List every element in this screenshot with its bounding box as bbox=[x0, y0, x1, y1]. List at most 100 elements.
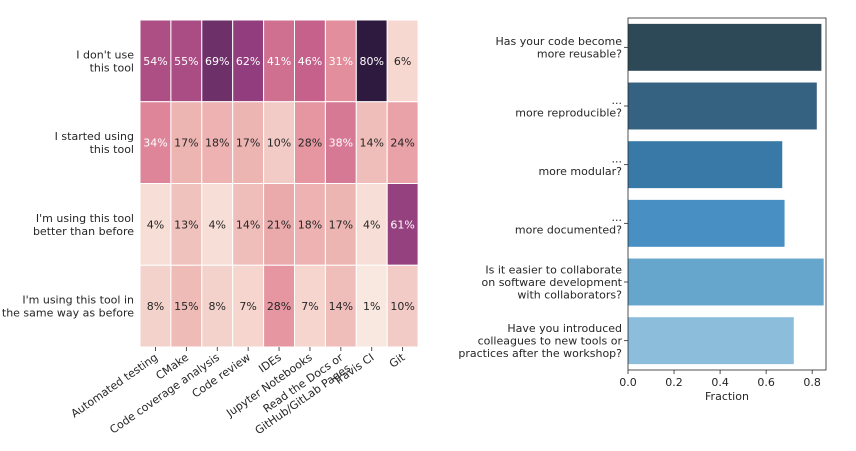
heatmap-cell-value: 28% bbox=[298, 137, 322, 150]
bar-category-label-line: colleagues to new tools or bbox=[478, 335, 623, 348]
heatmap-row-label-line: this tool bbox=[90, 61, 134, 74]
bar-category-label-line: Have you introduced bbox=[507, 322, 622, 335]
heatmap-cell-value: 6% bbox=[394, 55, 411, 68]
heatmap-cell-value: 31% bbox=[329, 55, 353, 68]
heatmap-row-label-line: the same way as before bbox=[2, 307, 134, 320]
bar-category-label-line: more documented? bbox=[515, 224, 622, 237]
heatmap-cell bbox=[139, 101, 172, 184]
bar-category-label-line: more modular? bbox=[538, 165, 622, 178]
heatmap-cell bbox=[263, 183, 296, 266]
heatmap-cell-value: 55% bbox=[174, 55, 198, 68]
heatmap-cell-value: 28% bbox=[267, 300, 291, 313]
heatmap-cell bbox=[355, 101, 388, 184]
heatmap-cell-value: 54% bbox=[143, 55, 167, 68]
heatmap-row-label-line: better than before bbox=[33, 225, 134, 238]
heatmap-cell-value: 10% bbox=[267, 137, 291, 150]
heatmap-cell-value: 61% bbox=[390, 218, 414, 231]
heatmap-cell-value: 14% bbox=[236, 218, 260, 231]
bar bbox=[628, 199, 785, 247]
bar-category-label-line: Has your code become bbox=[495, 35, 622, 48]
heatmap-cell-value: 17% bbox=[236, 137, 260, 150]
heatmap-cell-value: 41% bbox=[267, 55, 291, 68]
heatmap-cell bbox=[232, 183, 265, 266]
bar-category-label-line: ... bbox=[612, 211, 623, 224]
heatmap-cell-value: 14% bbox=[360, 137, 384, 150]
heatmap-cell-value: 10% bbox=[390, 300, 414, 313]
heatmap-row-label-line: I started using bbox=[55, 130, 134, 143]
bar-category-label: Have you introduced colleagues to new too… bbox=[458, 322, 622, 360]
heatmap-cell-value: 8% bbox=[147, 300, 164, 313]
bar-x-tick-label: 0.2 bbox=[665, 376, 683, 389]
heatmap-cell bbox=[386, 101, 419, 184]
bar-category-label: ... more modular? bbox=[538, 152, 622, 178]
heatmap-cell bbox=[170, 183, 203, 266]
heatmap-col-label-line: Git bbox=[387, 350, 408, 370]
heatmap-row-label-line: I'm using this tool in bbox=[22, 294, 134, 307]
heatmap-row-label: I'm using this tool better than before bbox=[33, 212, 134, 238]
heatmap-cell bbox=[386, 183, 419, 266]
bar-x-tick-label: 0.8 bbox=[803, 376, 821, 389]
heatmap-cell bbox=[263, 101, 296, 184]
heatmap-row-label: I'm using this tool in the same way as be… bbox=[2, 294, 134, 320]
bar-x-tick-label: 0.6 bbox=[757, 376, 775, 389]
heatmap-cell-value: 69% bbox=[205, 55, 229, 68]
heatmap-cell bbox=[324, 101, 357, 184]
heatmap-chart: 54% 55% 69% 62% 41% 46% 31% 80% 6% 34% 17% 18% 17% 10… bbox=[2, 19, 419, 437]
heatmap-row-label-line: I'm using this tool bbox=[36, 212, 134, 225]
heatmap-cell-value: 46% bbox=[298, 55, 322, 68]
heatmap-cell bbox=[355, 19, 388, 103]
bar-category-label-line: Is it easier to collaborate bbox=[485, 264, 622, 277]
heatmap-cell-value: 14% bbox=[329, 300, 353, 313]
bar-category-label-line: more reusable? bbox=[537, 48, 622, 61]
bar-category-label-line: ... bbox=[612, 94, 623, 107]
bar-category-label: Is it easier to collaborate on software d… bbox=[482, 264, 623, 302]
heatmap-cell bbox=[294, 19, 326, 103]
bar bbox=[628, 23, 822, 71]
bar bbox=[628, 317, 794, 365]
bar-x-tick-label: 0.4 bbox=[711, 376, 729, 389]
heatmap-cell-value: 7% bbox=[301, 300, 318, 313]
heatmap-cell bbox=[386, 264, 419, 348]
heatmap-row-label: I started using this tool bbox=[55, 130, 134, 156]
heatmap-row-label: I don't use this tool bbox=[76, 48, 134, 74]
heatmap-cell-value: 80% bbox=[360, 55, 384, 68]
heatmap-cell-value: 17% bbox=[174, 137, 198, 150]
heatmap-cell-value: 8% bbox=[209, 300, 226, 313]
heatmap-cell-value: 15% bbox=[174, 300, 198, 313]
heatmap-cell bbox=[201, 183, 234, 266]
heatmap-cell-value: 38% bbox=[329, 137, 353, 150]
bar-category-label: ... more reproducible? bbox=[515, 94, 622, 120]
heatmap-row-label-line: this tool bbox=[90, 143, 134, 156]
bar-category-label-line: more reproducible? bbox=[515, 106, 622, 119]
bar-category-label-line: with collaborators? bbox=[517, 289, 622, 302]
heatmap-cell-value: 24% bbox=[390, 137, 414, 150]
heatmap-cell bbox=[139, 183, 172, 266]
heatmap-cell-value: 17% bbox=[329, 218, 353, 231]
bar-x-axis-label: Fraction bbox=[705, 390, 749, 403]
heatmap-cell bbox=[170, 19, 203, 103]
heatmap-cell-value: 18% bbox=[205, 137, 229, 150]
heatmap-cell-value: 4% bbox=[363, 218, 380, 231]
heatmap-cell bbox=[139, 264, 172, 348]
heatmap-cell-value: 4% bbox=[209, 218, 226, 231]
heatmap-cell bbox=[170, 264, 203, 348]
heatmap-cell-value: 13% bbox=[174, 218, 198, 231]
bar bbox=[628, 82, 817, 130]
heatmap-row-label-line: I don't use bbox=[76, 48, 134, 61]
heatmap-cell bbox=[232, 264, 265, 348]
heatmap-cell-value: 21% bbox=[267, 218, 291, 231]
heatmap-cell-value: 7% bbox=[239, 300, 256, 313]
heatmap-col-label: Git bbox=[387, 350, 408, 370]
heatmap-cell-value: 62% bbox=[236, 55, 260, 68]
heatmap-cell-value: 1% bbox=[363, 300, 380, 313]
bar-category-label: Has your code become more reusable? bbox=[495, 35, 622, 61]
heatmap-cell-value: 4% bbox=[147, 218, 164, 231]
bar-category-label-line: practices after the workshop? bbox=[458, 347, 622, 360]
heatmap-cell-value: 18% bbox=[298, 218, 322, 231]
bar-category-label-line: ... bbox=[612, 152, 623, 165]
bar bbox=[628, 258, 824, 306]
heatmap-cell bbox=[139, 19, 172, 103]
bar-category-label: ... more documented? bbox=[515, 211, 622, 237]
heatmap-cell-value: 34% bbox=[143, 137, 167, 150]
